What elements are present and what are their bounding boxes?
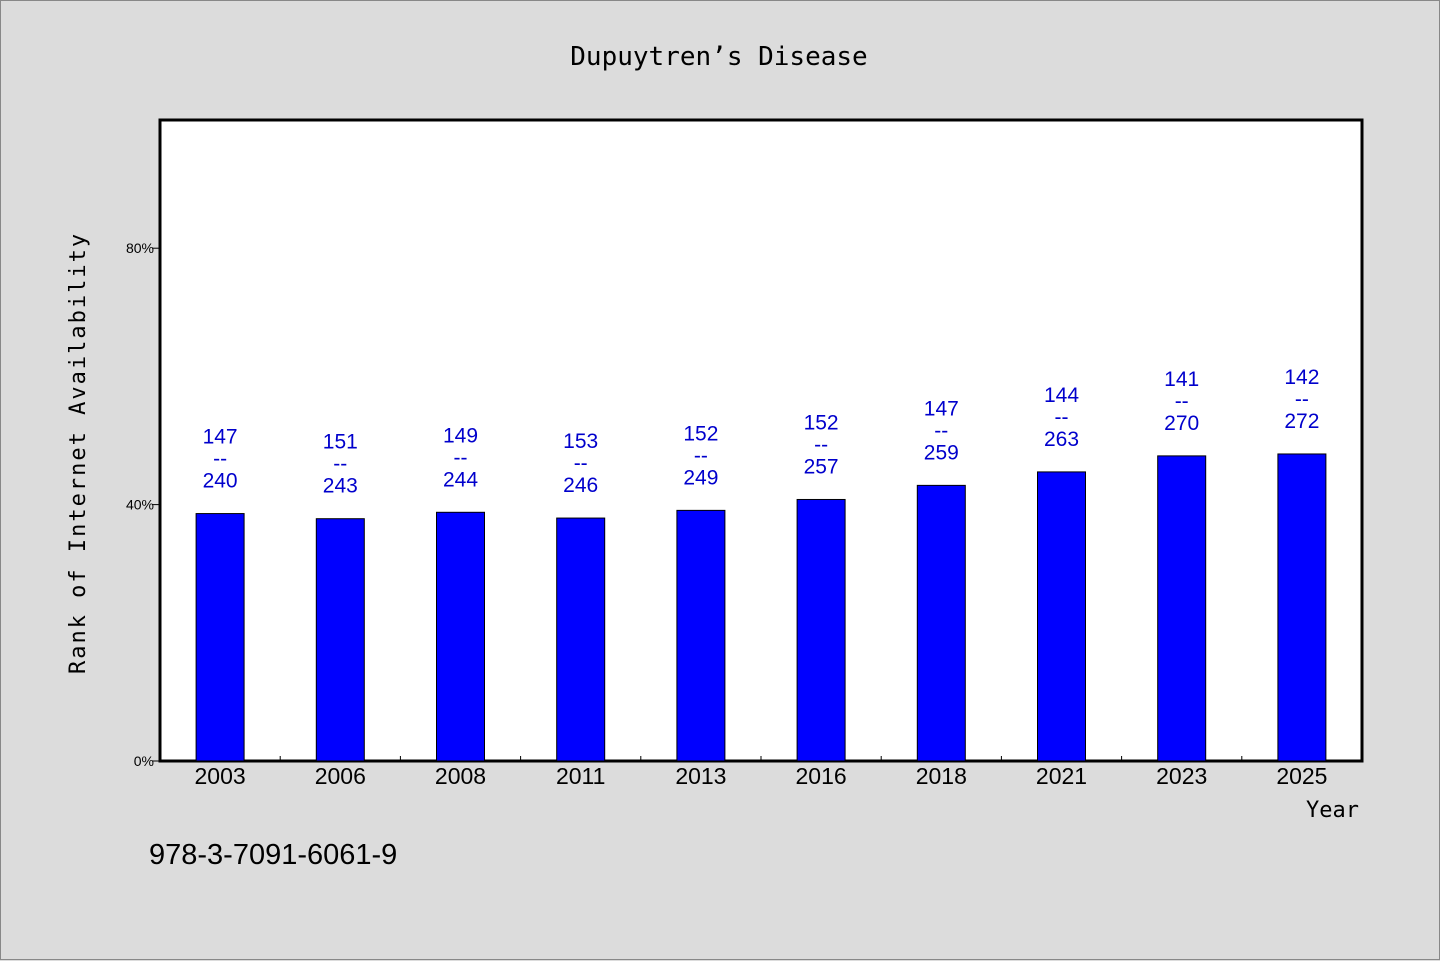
- bar-data-label: 147: [924, 397, 959, 420]
- bar-data-label: 272: [1284, 410, 1319, 433]
- x-tick-label: 2025: [1276, 763, 1327, 789]
- bar-data-label: 144: [1044, 384, 1079, 407]
- bar: [676, 509, 726, 762]
- bar-data-label: 147: [203, 426, 238, 449]
- bar-data-label: 259: [924, 441, 959, 464]
- bar: [1157, 455, 1207, 762]
- bar-data-label: --: [694, 444, 708, 467]
- bar: [1277, 453, 1327, 762]
- bar: [436, 511, 485, 762]
- isbn-footer: 978-3-7091-6061-9: [149, 839, 397, 871]
- bar-data-label: --: [1175, 390, 1189, 413]
- bar-data-label: 246: [563, 474, 598, 497]
- bar: [1037, 471, 1086, 762]
- bar-data-label: 153: [563, 430, 598, 453]
- bar-data-label: --: [574, 452, 588, 475]
- bar-data-label: 142: [1284, 366, 1319, 389]
- bar-data-label: 141: [1164, 368, 1199, 391]
- bar-data-label: 152: [683, 422, 718, 445]
- bar-data-label: 244: [443, 468, 478, 491]
- bar-series: [195, 453, 1327, 762]
- chart-title: Dupuytren’s Disease: [570, 42, 867, 72]
- x-tick-label: 2023: [1156, 763, 1207, 789]
- bar-data-label: 249: [683, 466, 718, 489]
- x-tick-label: 2003: [195, 763, 246, 789]
- x-tick-label: 2016: [796, 763, 847, 789]
- x-tick-label: 2021: [1036, 763, 1087, 789]
- bar: [556, 517, 606, 762]
- bar-data-label: 240: [203, 470, 238, 493]
- bar: [195, 513, 245, 762]
- bar-data-label: 149: [443, 424, 478, 447]
- data-labels: 147--240151--243149--244153--246152--249…: [203, 366, 1320, 498]
- bar: [796, 498, 846, 762]
- bar-data-label: 243: [323, 475, 358, 498]
- bar-data-label: 270: [1164, 412, 1199, 435]
- x-tick-label: 2008: [435, 763, 486, 789]
- x-axis: 2003 2006 2008 2011 2013 2016 2018 2021 2023 2025: [195, 756, 1327, 789]
- x-tick-label: 2011: [556, 763, 605, 789]
- bar-data-label: 263: [1044, 428, 1079, 451]
- y-axis: 0% 40% 80%: [126, 240, 160, 769]
- bar: [916, 484, 966, 762]
- x-tick-label: 2013: [675, 763, 726, 789]
- bar-data-label: 152: [804, 411, 839, 434]
- bar-data-label: --: [1295, 388, 1309, 411]
- y-axis-label: Rank of Internet Availability: [66, 232, 91, 674]
- y-tick-label: 80%: [126, 240, 154, 256]
- bar: [315, 518, 365, 762]
- bar-data-label: 257: [804, 455, 839, 478]
- bar-data-label: --: [454, 446, 468, 469]
- x-tick-label: 2018: [916, 763, 967, 789]
- bar-data-label: --: [213, 448, 227, 471]
- bar-data-label: --: [934, 419, 948, 442]
- y-tick-label: 40%: [126, 497, 154, 513]
- bar-data-label: --: [814, 433, 828, 456]
- x-axis-label: Year: [1306, 798, 1359, 823]
- bar-data-label: 151: [323, 431, 358, 454]
- bar-data-label: --: [1055, 406, 1069, 429]
- x-tick-label: 2006: [315, 763, 366, 789]
- bar-data-label: --: [333, 453, 347, 476]
- y-tick-label: 0%: [134, 753, 154, 769]
